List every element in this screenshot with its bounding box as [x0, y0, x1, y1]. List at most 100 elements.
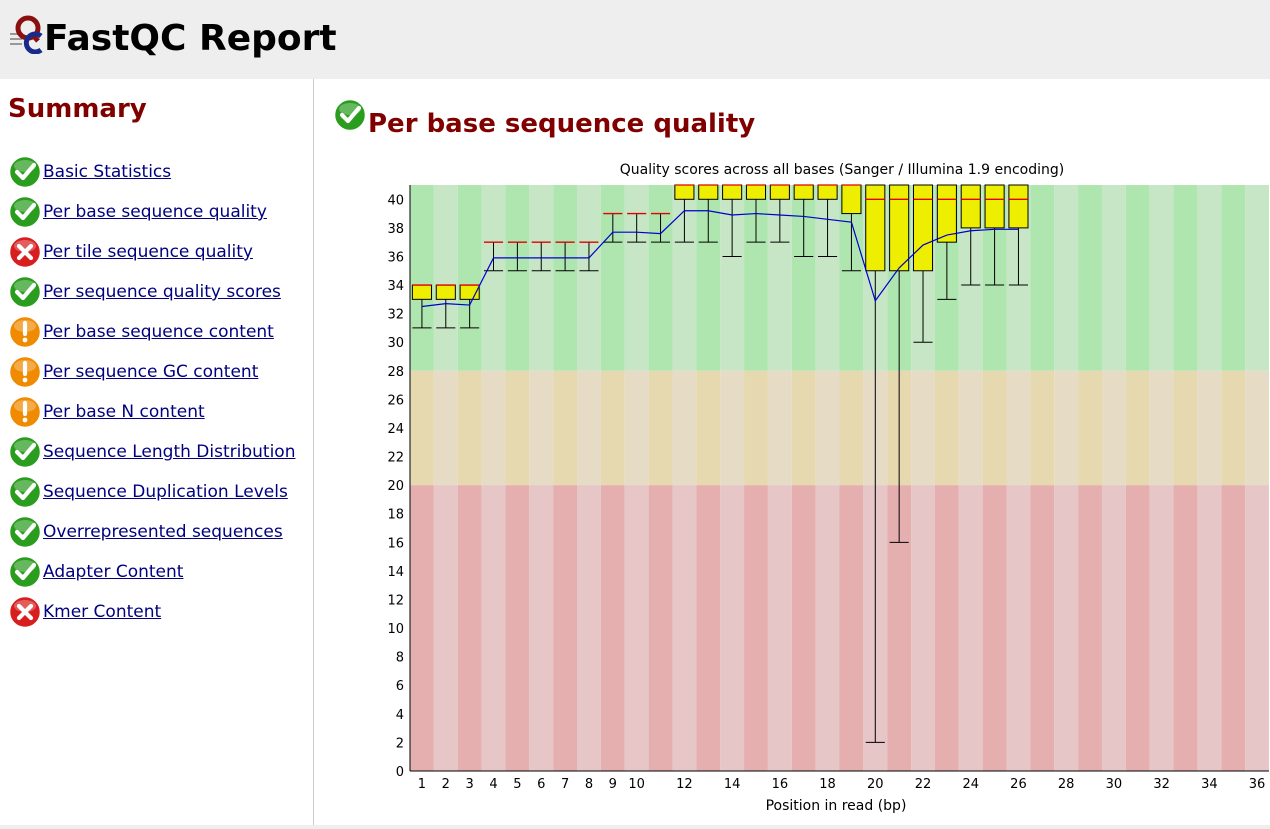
y-tick-label: 14	[387, 565, 404, 580]
sidebar-item: Per tile sequence quality	[8, 232, 295, 272]
y-tick-label: 10	[387, 622, 404, 637]
quality-boxplot-chart: Quality scores across all bases (Sanger …	[387, 162, 1269, 814]
y-tick-label: 2	[396, 736, 404, 751]
y-tick-label: 28	[387, 365, 404, 380]
x-tick-label: 22	[915, 777, 932, 792]
x-axis-label: Position in read (bp)	[766, 798, 907, 814]
zone-stripe-good	[481, 185, 506, 371]
iqr-box	[984, 184, 1005, 229]
quality-zones	[410, 185, 1269, 771]
x-tick-label: 5	[513, 777, 521, 792]
module-link[interactable]: Per base sequence quality	[43, 202, 267, 222]
sidebar-item: Sequence Length Distribution	[8, 432, 295, 472]
zone-stripe-reasonable	[624, 370, 649, 486]
zone-stripe-poor	[958, 485, 983, 771]
zone-stripe-good	[767, 185, 792, 371]
zone-stripe-reasonable	[696, 370, 721, 486]
zone-stripe-reasonable	[1245, 370, 1269, 486]
zone-stripe-poor	[648, 485, 673, 771]
zone-stripe-good	[577, 185, 601, 371]
module-link[interactable]: Overrepresented sequences	[43, 522, 283, 542]
module-list: Basic Statistics Per base sequence qualit…	[8, 152, 295, 632]
sidebar-item: Per base sequence content	[8, 312, 295, 352]
box-position-6	[531, 241, 551, 272]
zone-stripe-good	[839, 185, 864, 371]
page-bottom-bar	[0, 825, 1270, 829]
module-link[interactable]: Per tile sequence quality	[43, 242, 253, 262]
y-tick-label: 26	[387, 393, 404, 408]
zone-stripe-good	[1030, 185, 1055, 371]
y-tick-label: 20	[387, 479, 404, 494]
zone-stripe-poor	[791, 485, 816, 771]
box-position-36-37	[936, 184, 957, 300]
x-tick-label: 34	[1201, 777, 1218, 792]
zone-stripe-good	[1101, 185, 1126, 371]
summary-sidebar: Summary Basic Statistics Per base sequenc…	[0, 79, 314, 825]
module-link[interactable]: Per base N content	[43, 402, 205, 422]
box-position-14-15	[674, 184, 695, 243]
box-position-8	[579, 241, 599, 272]
iqr-box	[960, 184, 981, 229]
module-link[interactable]: Per sequence GC content	[43, 362, 259, 382]
zone-stripe-good	[1197, 185, 1222, 371]
zone-stripe-reasonable	[648, 370, 673, 486]
x-tick-label: 9	[609, 777, 617, 792]
sidebar-item: Overrepresented sequences	[8, 512, 295, 552]
x-tick-label: 2	[442, 777, 450, 792]
module-link[interactable]: Kmer Content	[43, 602, 162, 622]
zone-stripe-poor	[529, 485, 554, 771]
zone-stripe-poor	[624, 485, 649, 771]
zone-stripe-poor	[1030, 485, 1055, 771]
module-link[interactable]: Sequence Length Distribution	[43, 442, 296, 462]
zone-stripe-reasonable	[529, 370, 554, 486]
zone-stripe-reasonable	[600, 370, 625, 486]
x-tick-label: 28	[1058, 777, 1075, 792]
box-position-18-19	[722, 184, 743, 257]
zone-stripe-poor	[1101, 485, 1126, 771]
zone-stripe-poor	[839, 485, 864, 771]
zone-stripe-poor	[887, 485, 912, 771]
zone-stripe-reasonable	[982, 370, 1007, 486]
zone-stripe-poor	[481, 485, 506, 771]
module-link[interactable]: Sequence Duplication Levels	[43, 482, 288, 502]
zone-stripe-reasonable	[911, 370, 935, 486]
x-tick-label: 1	[418, 777, 426, 792]
module-link[interactable]: Basic Statistics	[43, 162, 172, 182]
zone-stripe-poor	[1006, 485, 1031, 771]
zone-stripe-poor	[1125, 485, 1150, 771]
zone-stripe-good	[1221, 185, 1246, 371]
zone-stripe-reasonable	[744, 370, 768, 486]
zone-stripe-good	[791, 185, 816, 371]
report-title: FastQC Report	[44, 18, 337, 59]
iqr-box	[1008, 184, 1029, 229]
fail-icon	[8, 595, 42, 629]
zone-stripe-reasonable	[1173, 370, 1198, 486]
zone-stripe-reasonable	[672, 370, 697, 486]
zone-stripe-good	[696, 185, 721, 371]
x-tick-label: 4	[489, 777, 497, 792]
zone-stripe-poor	[410, 485, 434, 771]
x-tick-label: 16	[772, 777, 789, 792]
sidebar-item: Per sequence quality scores	[8, 272, 295, 312]
box-position-26-27	[817, 184, 838, 257]
pass-icon	[8, 475, 42, 509]
box-position-38-39	[960, 184, 981, 286]
module-link[interactable]: Adapter Content	[43, 562, 184, 582]
box-position-3	[459, 284, 480, 329]
warn-icon	[8, 395, 42, 429]
zone-stripe-reasonable	[1197, 370, 1222, 486]
box-position-9	[603, 212, 623, 243]
y-tick-label: 38	[387, 222, 404, 237]
zone-stripe-reasonable	[1054, 370, 1079, 486]
x-tick-label: 14	[724, 777, 741, 792]
module-link[interactable]: Per sequence quality scores	[43, 282, 281, 302]
zone-stripe-reasonable	[553, 370, 578, 486]
zone-stripe-poor	[1221, 485, 1246, 771]
box-position-12-13	[650, 212, 671, 243]
summary-title: Summary	[8, 94, 147, 124]
zone-stripe-poor	[457, 485, 482, 771]
x-tick-label: 30	[1106, 777, 1123, 792]
module-link[interactable]: Per base sequence content	[43, 322, 274, 342]
zone-stripe-poor	[1197, 485, 1222, 771]
y-tick-label: 4	[396, 708, 404, 723]
